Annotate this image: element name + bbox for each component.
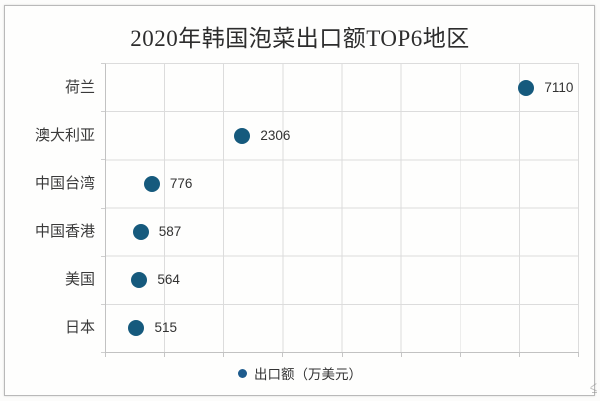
- x-axis-tick: [401, 353, 402, 357]
- category-label: 中国香港: [34, 223, 95, 240]
- y-axis-tick: [101, 352, 105, 353]
- legend-label: 出口额（万美元）: [254, 367, 362, 382]
- data-point: [128, 320, 145, 336]
- x-axis-tick: [460, 353, 461, 357]
- y-axis-tick: [101, 208, 105, 209]
- x-axis-tick: [519, 353, 520, 357]
- y-axis-tick: [101, 111, 105, 112]
- x-axis-tick: [105, 353, 106, 357]
- category-label: 美国: [64, 271, 95, 288]
- plot-area: 7110 2306 776 587 564 515: [105, 63, 579, 353]
- x-axis-tick: [342, 353, 343, 357]
- value-label: 564: [157, 272, 180, 287]
- x-axis-tick: [223, 353, 224, 357]
- x-axis-tick: [282, 353, 283, 357]
- category-label: 日本: [64, 319, 95, 336]
- category-label: 中国台湾: [34, 175, 95, 192]
- y-axis-tick: [101, 63, 105, 64]
- value-label: 7110: [544, 80, 574, 95]
- category-label: 荷兰: [64, 79, 95, 96]
- data-point: [143, 176, 160, 192]
- value-label: 2306: [260, 128, 291, 143]
- y-axis-tick: [101, 304, 105, 305]
- watermark-fragment-icon: [589, 383, 598, 394]
- value-label: 515: [154, 320, 177, 335]
- legend-marker-icon: [238, 368, 247, 378]
- y-axis-tick: [101, 159, 105, 160]
- data-point: [518, 80, 535, 96]
- category-labels: 荷兰澳大利亚中国台湾中国香港美国日本: [0, 64, 95, 352]
- x-axis-tick: [578, 353, 579, 357]
- data-point: [132, 224, 149, 240]
- chart-title: 2020年韩国泡菜出口额TOP6地区: [130, 26, 470, 51]
- legend: 出口额（万美元）: [0, 363, 600, 383]
- value-label: 776: [169, 176, 193, 191]
- value-label: 587: [158, 224, 182, 239]
- category-label: 澳大利亚: [34, 127, 95, 144]
- y-axis-tick: [101, 256, 105, 257]
- x-axis-tick: [164, 353, 165, 357]
- data-point: [234, 128, 251, 144]
- data-point: [131, 272, 148, 288]
